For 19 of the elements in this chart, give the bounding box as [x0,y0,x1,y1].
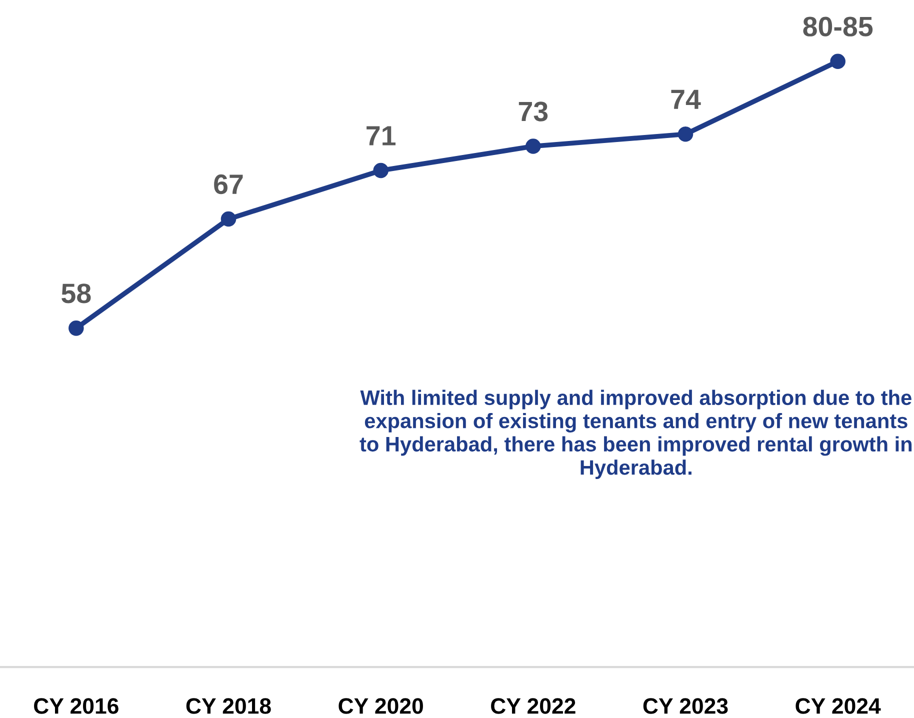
x-tick-label: CY 2016 [34,698,118,714]
data-label: 71 [366,126,396,146]
point [373,162,388,178]
point [526,138,541,154]
data-label: 74 [671,90,701,109]
x-tick-label: CY 2022 [491,698,576,714]
point [220,211,236,227]
data-label: 67 [214,174,243,194]
point [68,320,84,336]
x-tick-label: CY 2020 [338,698,423,714]
x-tick-label: CY 2018 [186,698,271,714]
point [830,54,846,70]
x-tick-label: CY 2024 [796,698,881,714]
x-tick-label: CY 2023 [643,698,728,714]
data-label: 58 [62,284,91,304]
data-label: 80-85 [803,16,873,36]
data-label: 73 [518,102,548,122]
point [678,126,694,142]
text: With limited supply and improved absorption due to the expansion of existing tenants and entry of new tenants to Hyderabad, there has been improved rental growth in Hyderabad. [360,390,912,479]
